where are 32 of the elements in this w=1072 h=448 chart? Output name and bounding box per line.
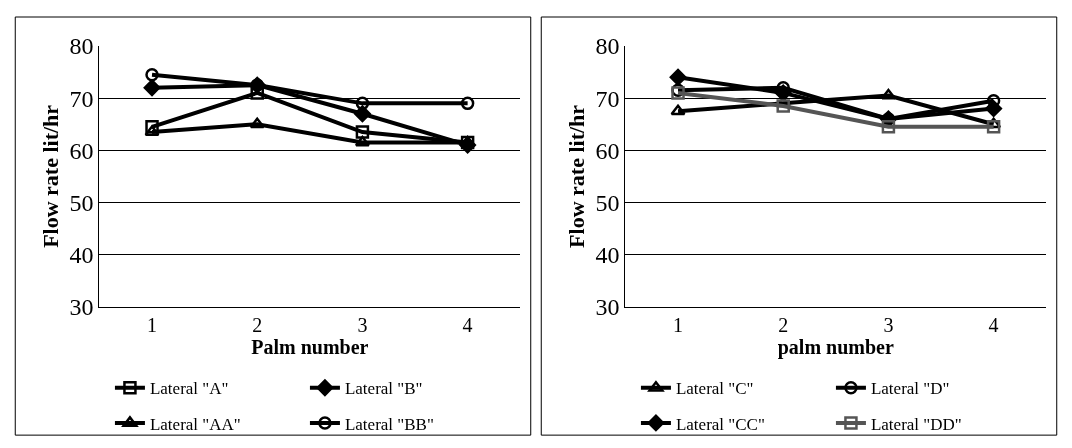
y-tick-label: 60 — [69, 137, 94, 164]
y-tick-label: 30 — [69, 294, 94, 321]
y-tick-label: 50 — [595, 189, 620, 216]
legend-label: Lateral "CC" — [675, 414, 765, 434]
y-tick-label: 40 — [69, 242, 94, 269]
x-axis-title: palm number — [777, 335, 894, 359]
x-tick-label: 3 — [883, 313, 894, 336]
y-tick-label: 40 — [595, 242, 620, 269]
legend-label: Lateral "A" — [149, 379, 229, 399]
legend-label: Lateral "D" — [870, 379, 950, 399]
x-tick-label: 4 — [988, 313, 999, 336]
y-axis-title: Flow rate lit/hr — [564, 104, 590, 248]
x-tick-label: 1 — [147, 313, 158, 336]
x-tick-label: 1 — [673, 313, 684, 336]
x-tick-label: 3 — [357, 313, 368, 336]
y-axis-title: Flow rate lit/hr — [38, 104, 64, 248]
y-tick-label: 30 — [595, 294, 620, 321]
y-tick-label: 70 — [595, 85, 620, 112]
x-tick-label: 4 — [462, 313, 473, 336]
legend-label: Lateral "C" — [675, 379, 754, 399]
legend-label: Lateral "DD" — [870, 414, 962, 434]
legend-label: Lateral "B" — [344, 379, 423, 399]
x-tick-label: 2 — [252, 313, 263, 336]
legend-label: Lateral "AA" — [149, 414, 241, 434]
x-axis-title: Palm number — [251, 335, 369, 358]
y-tick-label: 70 — [69, 85, 94, 112]
y-tick-label: 50 — [69, 189, 94, 216]
legend-label: Lateral "BB" — [344, 414, 434, 434]
y-tick-label: 60 — [595, 137, 620, 164]
y-tick-label: 80 — [69, 33, 94, 60]
x-tick-label: 2 — [778, 313, 789, 336]
y-tick-label: 80 — [595, 33, 620, 60]
